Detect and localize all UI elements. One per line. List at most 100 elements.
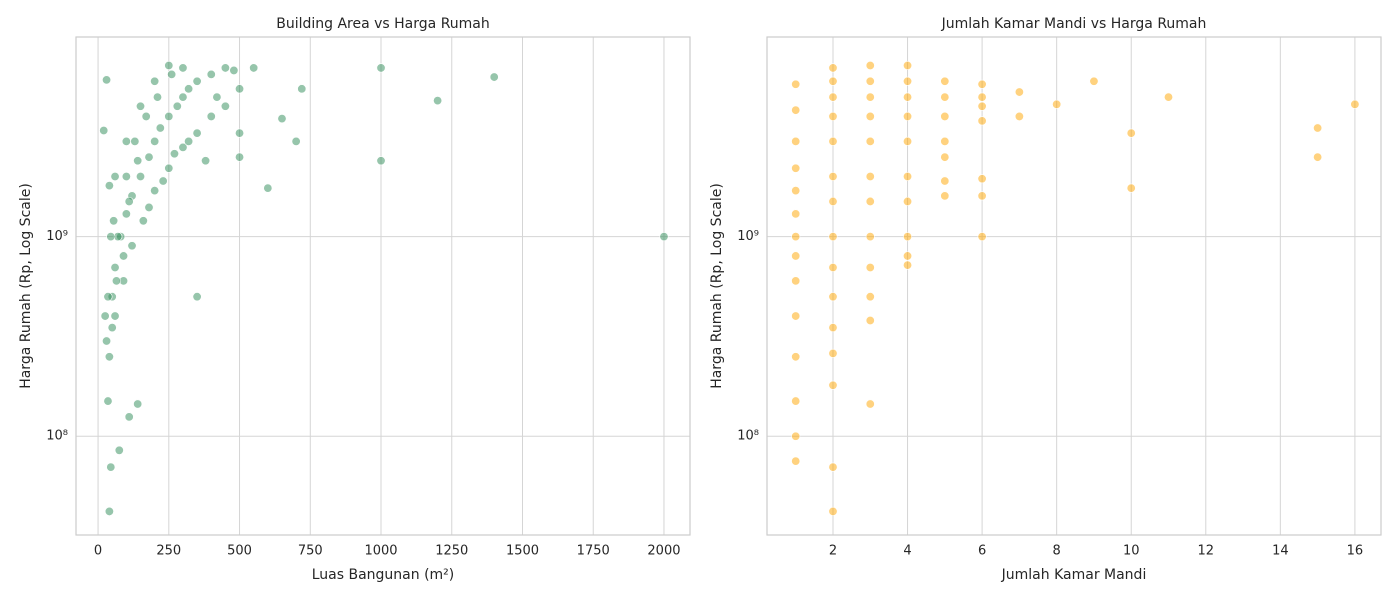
point (977, 79, 987, 89)
point (791, 276, 801, 286)
point (828, 380, 838, 390)
point (1350, 99, 1360, 109)
x-tick-label: 0 (94, 544, 102, 559)
point (152, 92, 162, 102)
point (940, 191, 950, 201)
y-tick-label: 10⁸ (737, 429, 759, 444)
point (1164, 92, 1174, 102)
point (201, 156, 211, 166)
point (220, 101, 230, 111)
point (110, 172, 120, 182)
y-axis-label: Harga Rumah (Rp, Log Scale) (18, 183, 34, 389)
point (865, 232, 875, 242)
point (865, 111, 875, 121)
chart-title: Building Area vs Harga Rumah (276, 16, 490, 32)
point (977, 232, 987, 242)
point (903, 260, 913, 270)
point (277, 114, 287, 124)
point (659, 232, 669, 242)
point (828, 323, 838, 333)
point (865, 399, 875, 409)
point (229, 65, 239, 75)
point (104, 181, 114, 191)
point (150, 76, 160, 86)
point (865, 172, 875, 182)
point (102, 336, 112, 346)
point (977, 101, 987, 111)
point (1014, 87, 1024, 97)
point (167, 69, 177, 79)
point (164, 163, 174, 173)
point (1089, 76, 1099, 86)
point (791, 209, 801, 219)
point (828, 136, 838, 146)
point (1313, 152, 1323, 162)
point (121, 209, 131, 219)
point (791, 232, 801, 242)
point (178, 63, 188, 73)
point (828, 292, 838, 302)
point (903, 196, 913, 206)
x-tick-label: 250 (156, 544, 181, 559)
point (791, 396, 801, 406)
point (1014, 111, 1024, 121)
point (212, 92, 222, 102)
point (102, 75, 112, 85)
point (138, 216, 148, 226)
point (110, 311, 120, 321)
point (136, 101, 146, 111)
point (865, 92, 875, 102)
point (172, 101, 182, 111)
point (164, 111, 174, 121)
point (828, 462, 838, 472)
point (164, 60, 174, 70)
point (903, 172, 913, 182)
point (144, 202, 154, 212)
point (110, 263, 120, 273)
x-tick-label: 6 (978, 544, 986, 559)
point (133, 156, 143, 166)
point (791, 456, 801, 466)
point (100, 311, 110, 321)
point (791, 105, 801, 115)
point (791, 136, 801, 146)
point (977, 116, 987, 126)
point (828, 76, 838, 86)
point (828, 92, 838, 102)
point (865, 263, 875, 273)
point (121, 172, 131, 182)
point (127, 241, 137, 251)
point (184, 136, 194, 146)
point (977, 174, 987, 184)
point (940, 152, 950, 162)
chart-title: Jumlah Kamar Mandi vs Harga Rumah (941, 16, 1207, 32)
point (99, 126, 109, 136)
point (828, 63, 838, 73)
point (791, 311, 801, 321)
plot-frame (766, 36, 1382, 536)
point (940, 92, 950, 102)
point (119, 251, 129, 261)
point (940, 111, 950, 121)
y-axis-label: Harga Rumah (Rp, Log Scale) (709, 183, 725, 389)
point (865, 60, 875, 70)
point (107, 323, 117, 333)
point (865, 76, 875, 86)
point (109, 216, 119, 226)
point (828, 172, 838, 182)
y-tick-label: 10⁹ (46, 229, 68, 244)
point (192, 292, 202, 302)
x-tick-label: 1750 (577, 544, 610, 559)
point (235, 84, 245, 94)
point (903, 251, 913, 261)
point (106, 232, 116, 242)
point (297, 84, 307, 94)
x-tick-label: 12 (1198, 544, 1215, 559)
point (158, 176, 168, 186)
x-tick-label: 500 (227, 544, 252, 559)
point (865, 292, 875, 302)
point (192, 128, 202, 138)
x-tick-label: 16 (1347, 544, 1364, 559)
x-tick-label: 2 (829, 544, 837, 559)
